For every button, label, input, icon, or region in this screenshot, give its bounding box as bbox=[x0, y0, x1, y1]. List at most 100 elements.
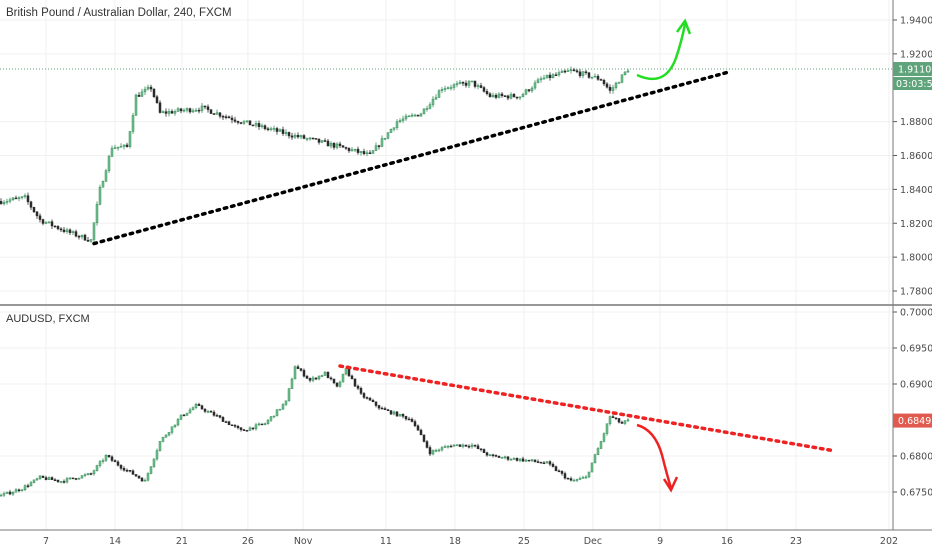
candle-down bbox=[503, 95, 507, 97]
countdown-label: 03:03:50 bbox=[896, 79, 932, 90]
candle-down bbox=[275, 128, 279, 132]
candle-up bbox=[269, 416, 273, 421]
candle-up bbox=[143, 479, 147, 482]
candle-up bbox=[509, 459, 513, 461]
arrow-down-curve bbox=[636, 423, 673, 489]
candle-up bbox=[491, 94, 495, 98]
candle-up bbox=[158, 441, 162, 451]
candle-down bbox=[236, 121, 240, 123]
candle-up bbox=[383, 137, 387, 140]
candle-up bbox=[545, 74, 549, 79]
candle-up bbox=[194, 109, 198, 112]
candle-down bbox=[290, 135, 294, 138]
candle-up bbox=[275, 409, 279, 417]
candle-up bbox=[23, 195, 27, 197]
candle-down bbox=[554, 466, 558, 472]
candle-down bbox=[53, 479, 57, 481]
candle-down bbox=[212, 113, 216, 115]
candle-down bbox=[356, 148, 360, 153]
candle-up bbox=[593, 454, 597, 464]
main-chart-title: British Pound / Australian Dollar, 240, … bbox=[6, 7, 232, 19]
candle-up bbox=[521, 94, 525, 98]
candle-up bbox=[104, 455, 108, 461]
candle-up bbox=[386, 132, 390, 139]
candle-down bbox=[356, 385, 360, 389]
candle-up bbox=[0, 494, 3, 497]
candle-up bbox=[608, 416, 612, 425]
candle-down bbox=[155, 96, 159, 103]
candle-down bbox=[410, 418, 414, 422]
candle-up bbox=[350, 149, 354, 152]
candle-up bbox=[173, 424, 177, 427]
candle-down bbox=[488, 93, 492, 98]
candle-up bbox=[413, 114, 417, 117]
candle-up bbox=[611, 87, 615, 91]
candle-up bbox=[278, 129, 282, 132]
candle-down bbox=[386, 409, 390, 411]
candle-up bbox=[398, 413, 402, 417]
sub-chart-title: AUDUSD, FXCM bbox=[6, 313, 90, 325]
y-tick-label: 1.84000 bbox=[900, 185, 932, 196]
candle-up bbox=[134, 94, 138, 116]
candle-down bbox=[218, 112, 222, 117]
candle-up bbox=[95, 465, 99, 471]
candle-up bbox=[392, 127, 396, 130]
candle-up bbox=[359, 151, 363, 153]
candle-down bbox=[77, 235, 81, 238]
candle-down bbox=[89, 473, 93, 475]
candle-up bbox=[59, 481, 63, 483]
candle-up bbox=[155, 450, 159, 460]
candle-up bbox=[374, 145, 378, 151]
candle-down bbox=[308, 378, 312, 381]
candle-up bbox=[11, 197, 15, 200]
candle-down bbox=[8, 491, 12, 495]
candle-up bbox=[29, 482, 33, 487]
candle-down bbox=[569, 478, 573, 481]
candle-down bbox=[44, 477, 48, 480]
candle-up bbox=[431, 450, 435, 455]
candle-down bbox=[326, 140, 330, 147]
candle-down bbox=[107, 455, 111, 458]
candle-up bbox=[425, 108, 429, 110]
candle-up bbox=[353, 148, 357, 151]
candle-up bbox=[422, 108, 426, 115]
candle-down bbox=[302, 370, 306, 377]
candle-down bbox=[53, 225, 57, 228]
candle-up bbox=[86, 473, 90, 475]
candle-up bbox=[419, 113, 423, 117]
candle-down bbox=[242, 429, 246, 431]
candle-down bbox=[119, 465, 123, 469]
candle-up bbox=[122, 144, 126, 147]
candle-down bbox=[209, 411, 213, 413]
candle-up bbox=[119, 146, 123, 148]
candle-up bbox=[578, 478, 582, 480]
candle-up bbox=[335, 143, 339, 148]
candle-down bbox=[41, 475, 45, 478]
candle-up bbox=[605, 423, 609, 434]
candle-down bbox=[401, 413, 405, 417]
candle-down bbox=[227, 116, 231, 119]
candle-up bbox=[104, 170, 108, 182]
candle-up bbox=[398, 120, 402, 123]
candle-up bbox=[272, 415, 276, 418]
candle-up bbox=[200, 105, 204, 111]
candle-down bbox=[110, 456, 114, 461]
candle-down bbox=[221, 115, 225, 118]
candle-down bbox=[464, 444, 468, 447]
candle-up bbox=[32, 479, 36, 483]
candle-down bbox=[263, 125, 267, 130]
candle-up bbox=[533, 82, 537, 89]
candle-up bbox=[170, 426, 174, 433]
candle-up bbox=[185, 412, 189, 416]
candle-up bbox=[524, 89, 528, 95]
candle-down bbox=[539, 461, 543, 464]
candle-down bbox=[536, 461, 540, 463]
candle-up bbox=[380, 138, 384, 147]
candle-down bbox=[134, 474, 138, 477]
candle-down bbox=[311, 137, 315, 140]
candle-down bbox=[14, 197, 18, 200]
candle-up bbox=[176, 419, 180, 426]
